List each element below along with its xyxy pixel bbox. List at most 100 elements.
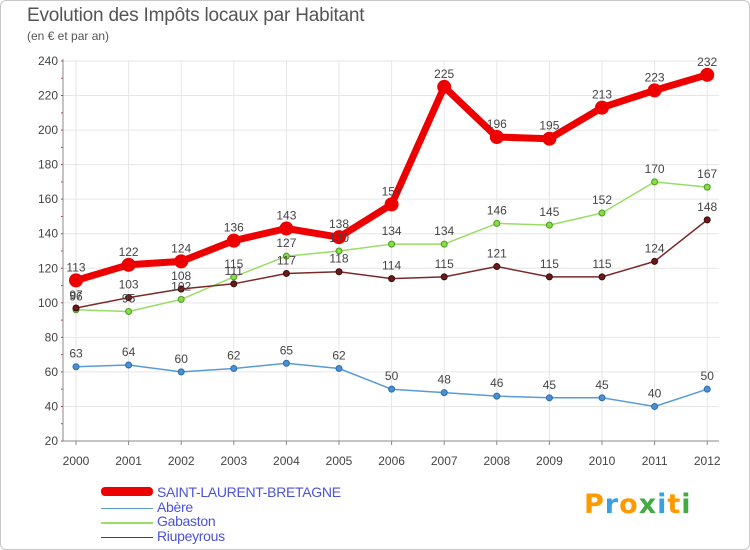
data-label: 124 — [645, 241, 665, 255]
data-label: 48 — [438, 373, 452, 387]
data-point — [700, 67, 715, 82]
data-point — [651, 178, 659, 186]
series-layer — [69, 67, 715, 410]
data-label: 143 — [276, 209, 296, 223]
data-point — [598, 209, 606, 217]
data-label: 50 — [385, 369, 399, 383]
logo-letter: x — [638, 489, 658, 520]
data-point — [282, 269, 290, 277]
data-label: 148 — [697, 200, 717, 214]
data-point — [598, 273, 606, 281]
data-point — [440, 240, 448, 248]
legend-swatch — [101, 536, 153, 538]
data-label: 46 — [490, 376, 504, 390]
data-point — [440, 273, 448, 281]
data-point — [493, 392, 501, 400]
data-label: 97 — [69, 288, 83, 302]
chart-title: Evolution des Impôts locaux par Habitant — [27, 5, 365, 26]
data-point — [282, 359, 290, 367]
y-tick-label: 100 — [38, 296, 58, 310]
x-tick-label: 2006 — [378, 454, 405, 468]
data-point — [384, 197, 399, 212]
data-point — [335, 268, 343, 276]
y-tick-label: 140 — [38, 227, 58, 241]
x-tick-label: 2004 — [273, 454, 300, 468]
logo-letter: i — [657, 489, 668, 520]
data-point — [388, 275, 396, 283]
data-point — [177, 285, 185, 293]
data-label: 146 — [487, 203, 507, 217]
legend-label: Riupeyrous — [157, 527, 225, 544]
logo-letter: i — [681, 489, 692, 520]
data-label: 213 — [592, 88, 612, 102]
legend-swatch — [101, 522, 153, 524]
data-point — [703, 385, 711, 393]
y-tick-label: 80 — [45, 330, 59, 344]
y-tick-label: 160 — [38, 192, 58, 206]
data-point — [177, 295, 185, 303]
data-point — [174, 254, 189, 269]
y-tick-label: 240 — [38, 54, 58, 68]
x-tick-label: 2010 — [589, 454, 616, 468]
data-label: 136 — [224, 221, 244, 235]
data-label: 65 — [280, 343, 294, 357]
proxiti-logo: Proxiti — [584, 489, 692, 520]
x-tick-label: 2012 — [694, 454, 721, 468]
data-point — [177, 368, 185, 376]
data-point — [493, 219, 501, 227]
data-label: 45 — [595, 378, 609, 392]
data-label: 115 — [224, 257, 243, 271]
data-point — [279, 221, 294, 236]
y-tick-label: 200 — [38, 123, 58, 137]
data-point — [69, 273, 83, 288]
data-point — [125, 307, 133, 315]
data-label: 130 — [329, 231, 349, 245]
y-tick-label: 180 — [38, 158, 58, 172]
data-point — [493, 263, 501, 271]
x-tick-label: 2005 — [326, 454, 353, 468]
data-label: 118 — [329, 252, 348, 266]
data-point — [651, 257, 659, 265]
data-label: 95 — [122, 291, 136, 305]
data-point — [335, 247, 343, 255]
data-point — [545, 394, 553, 402]
data-label: 196 — [487, 117, 507, 131]
data-label: 64 — [122, 345, 136, 359]
data-label: 115 — [540, 257, 559, 271]
data-label: 122 — [119, 245, 139, 259]
data-label: 195 — [539, 119, 559, 133]
data-label: 152 — [592, 193, 612, 207]
y-tick-label: 220 — [38, 89, 58, 103]
y-tick-label: 20 — [45, 434, 59, 448]
data-label: 103 — [119, 278, 139, 292]
data-label: 60 — [175, 352, 189, 366]
data-point — [332, 230, 346, 245]
legend-label: Abère — [157, 498, 193, 515]
data-point — [125, 294, 133, 302]
data-label: 62 — [332, 348, 346, 362]
data-point — [647, 83, 662, 98]
data-label: 45 — [543, 378, 557, 392]
data-label: 50 — [701, 369, 715, 383]
data-point — [703, 216, 711, 224]
axes: 20 40 60 80 100 120 140 160 180 200 220 240 2000 2001… — [38, 54, 721, 468]
data-label: 96 — [69, 290, 83, 304]
data-label: 115 — [592, 257, 611, 271]
chart-subtitle: (en € et par an) — [27, 29, 110, 43]
data-point — [121, 257, 136, 272]
data-point — [282, 252, 290, 260]
legend-label: Gabaston — [157, 513, 216, 529]
x-tick-label: 2008 — [483, 454, 510, 468]
data-label: 138 — [329, 217, 349, 231]
data-point — [72, 363, 80, 371]
data-point — [545, 273, 553, 281]
data-point — [437, 79, 452, 94]
data-label: 223 — [645, 70, 665, 84]
x-tick-label: 2000 — [63, 454, 90, 468]
data-point — [703, 183, 711, 191]
legend-swatch — [101, 507, 153, 509]
data-label: 167 — [697, 167, 717, 181]
data-point — [72, 304, 80, 312]
data-label: 63 — [69, 347, 83, 361]
